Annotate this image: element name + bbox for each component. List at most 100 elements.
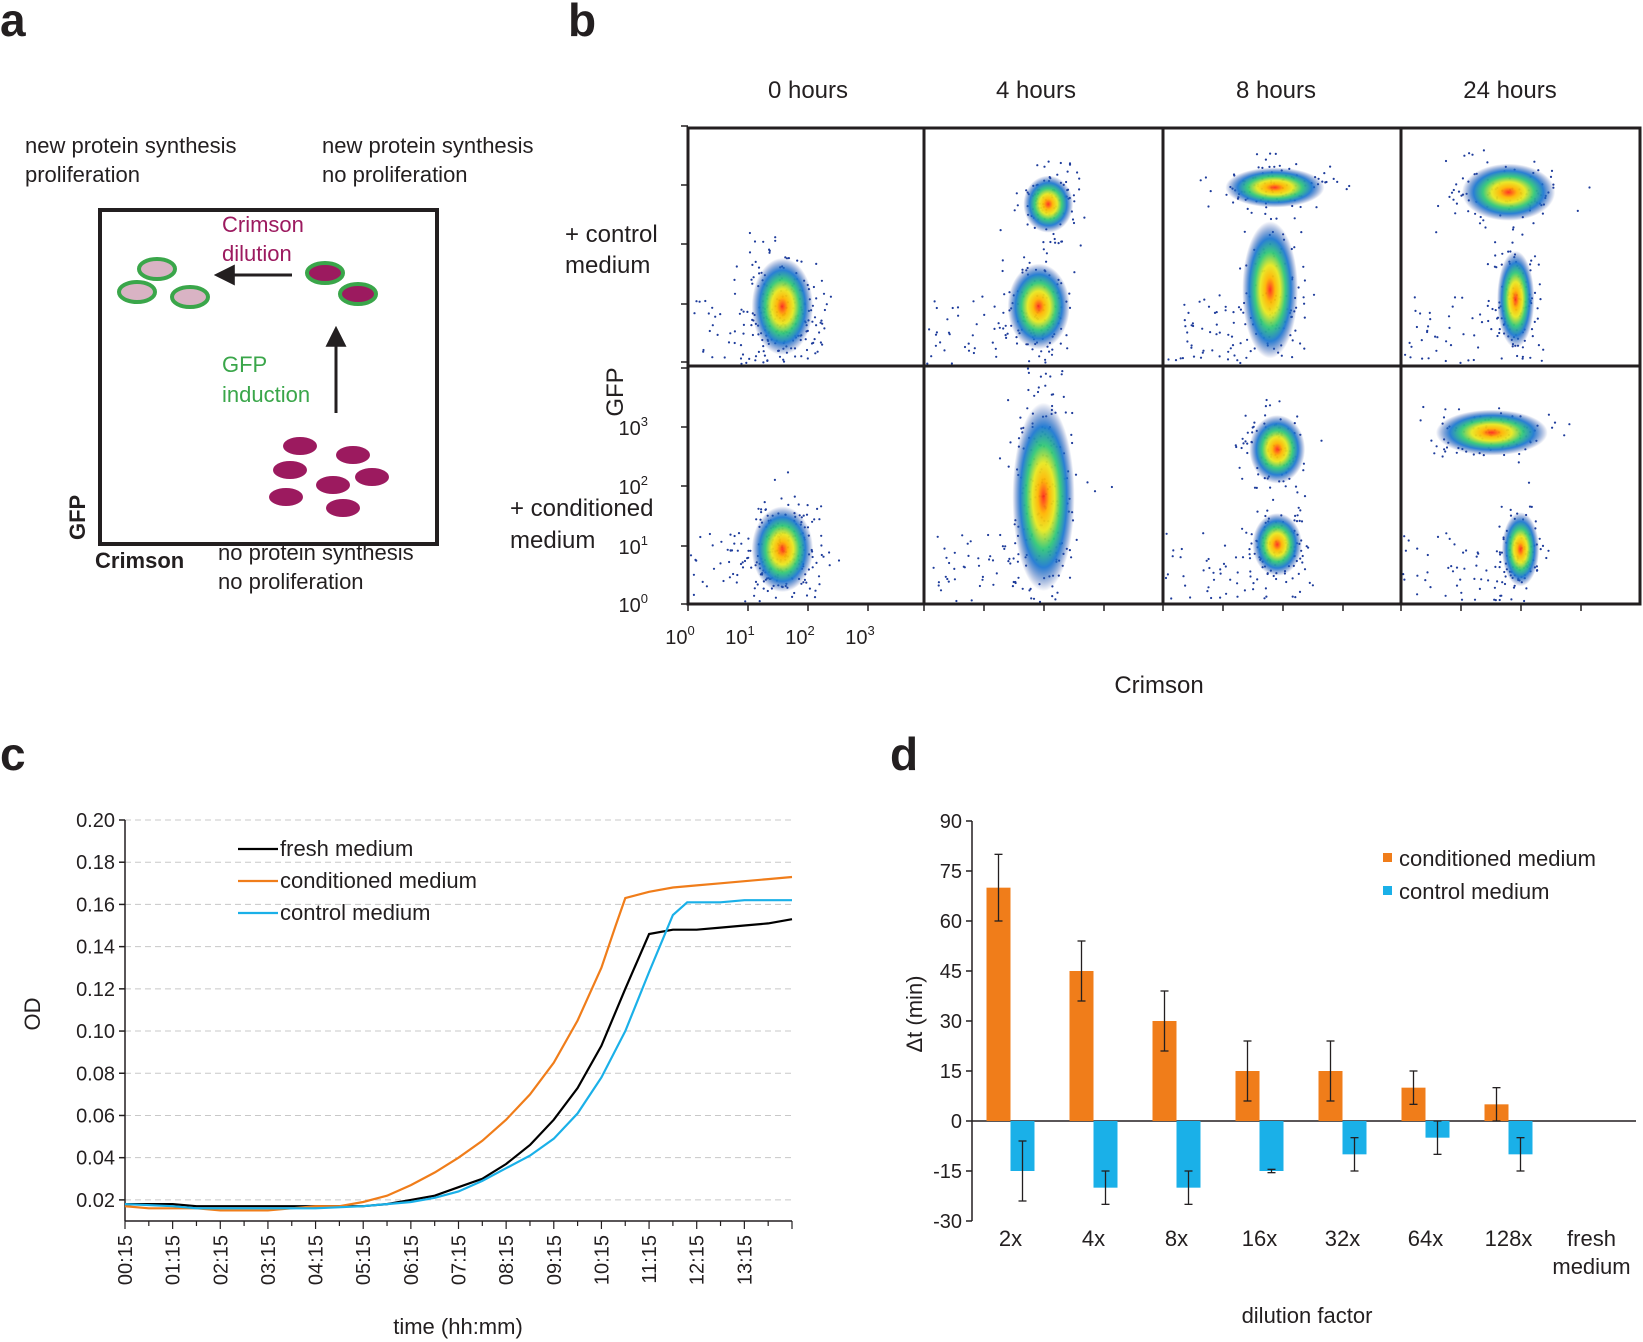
event-dot	[1475, 555, 1478, 558]
event-dot	[1232, 311, 1235, 314]
event-dot	[934, 344, 938, 347]
event-dot	[1071, 218, 1075, 221]
event-dot	[1441, 455, 1444, 458]
event-dot	[1011, 585, 1015, 588]
column-header-8h: 8 hours	[1236, 77, 1316, 104]
event-dot	[1444, 594, 1447, 597]
event-dot	[1498, 331, 1501, 335]
x-tick-label: 02:15	[210, 1235, 232, 1285]
y-tick-exponent: 0	[641, 591, 648, 606]
event-dot	[1215, 333, 1218, 336]
event-dot	[711, 356, 714, 359]
event-dot	[735, 265, 738, 268]
panel-b-label: b	[568, 0, 596, 46]
event-dot	[946, 318, 949, 321]
event-dot	[744, 600, 747, 603]
y-tick-exponent: 3	[641, 414, 648, 429]
event-dot	[1501, 252, 1504, 255]
event-dot	[1248, 548, 1251, 551]
event-dot	[820, 319, 823, 322]
event-dot	[1437, 204, 1440, 208]
y-axis-label-gfp: GFP	[65, 495, 90, 540]
event-dot	[1284, 485, 1287, 488]
event-dot	[962, 565, 965, 568]
x-tick-label: 08:15	[496, 1235, 518, 1285]
event-dot	[1503, 570, 1506, 574]
event-dot	[1568, 423, 1571, 426]
event-dot	[1452, 198, 1455, 201]
event-dot	[829, 295, 833, 298]
event-dot	[1053, 237, 1056, 241]
event-dot	[1219, 568, 1222, 571]
x-tick-label: 01:15	[163, 1235, 185, 1285]
event-dot	[1523, 599, 1526, 603]
event-dot	[1496, 334, 1499, 338]
event-dot	[747, 537, 750, 540]
growth-curve-chart: 0.02 0.04 0.06 0.08 0.10 0.12 0.14 0.16 0.18 0.20…	[76, 810, 793, 1285]
event-dot	[727, 341, 731, 344]
dormant-cell	[326, 499, 360, 517]
event-dot	[998, 457, 1002, 460]
x-tick-label: 12:15	[687, 1235, 709, 1285]
event-dot	[995, 572, 998, 575]
event-dot	[1070, 433, 1073, 436]
event-dot	[1026, 223, 1029, 226]
event-dot	[1236, 595, 1239, 598]
event-dot	[1060, 240, 1064, 243]
event-dot	[1054, 241, 1057, 244]
event-dot	[1427, 325, 1430, 328]
event-dot	[1498, 525, 1501, 528]
event-dot	[1521, 346, 1524, 349]
event-dot	[1402, 573, 1405, 576]
event-dot	[1244, 323, 1247, 326]
event-dot	[1298, 590, 1302, 594]
event-dot	[1547, 549, 1550, 552]
x-tick-exponent: 0	[688, 623, 695, 638]
event-dot	[1253, 347, 1256, 350]
event-dot	[1588, 186, 1591, 189]
event-dot	[1444, 450, 1447, 453]
event-dot	[1461, 296, 1464, 299]
event-dot	[1498, 407, 1501, 410]
event-dot	[1251, 431, 1254, 434]
density-cluster	[1249, 415, 1306, 484]
event-dot	[1320, 439, 1323, 442]
event-dot	[1071, 411, 1074, 415]
event-dot	[1201, 327, 1204, 330]
event-dot	[1222, 562, 1226, 566]
event-dot	[1480, 321, 1484, 324]
event-dot	[1211, 349, 1214, 352]
event-dot	[1038, 355, 1041, 358]
event-dot	[692, 593, 696, 597]
event-dot	[1026, 367, 1030, 370]
event-dot	[1183, 319, 1186, 322]
event-dot	[926, 362, 929, 365]
density-cluster	[1461, 163, 1556, 221]
event-dot	[1212, 578, 1216, 581]
event-dot	[1202, 532, 1205, 535]
event-dot	[1243, 230, 1246, 233]
event-dot	[1078, 177, 1081, 180]
event-dot	[1033, 394, 1036, 397]
event-dot	[705, 585, 709, 588]
event-dot	[935, 306, 938, 310]
event-dot	[1299, 205, 1302, 209]
event-dot	[1246, 431, 1249, 434]
event-dot	[822, 555, 825, 558]
event-dot	[1293, 246, 1296, 249]
event-dot	[1426, 553, 1429, 557]
event-dot	[1500, 505, 1503, 508]
event-dot	[1495, 266, 1498, 269]
event-dot	[1494, 254, 1497, 257]
event-dot	[815, 297, 818, 300]
event-dot	[1512, 226, 1515, 229]
event-dot	[1255, 486, 1258, 489]
event-dot	[739, 562, 743, 566]
event-dot	[766, 589, 769, 593]
event-dot	[1269, 152, 1272, 155]
category-label: 16x	[1242, 1226, 1277, 1251]
event-dot	[811, 566, 814, 569]
event-dot	[1419, 419, 1422, 422]
chart-c-ylabel: OD	[20, 998, 45, 1031]
